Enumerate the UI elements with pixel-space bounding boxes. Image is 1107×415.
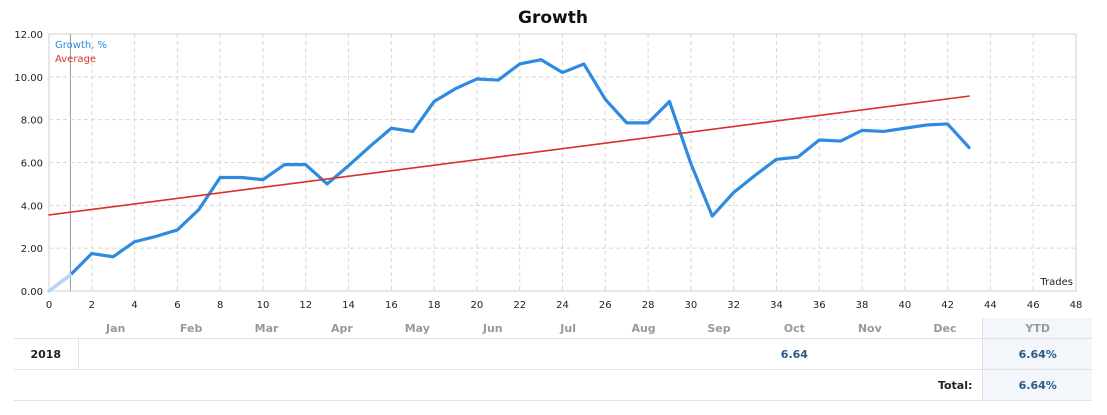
x-tick-label: 10 [257, 300, 270, 311]
month-value [304, 338, 380, 370]
month-header: Nov [857, 321, 882, 335]
month-value: 6.64 [756, 338, 833, 370]
month-header: May [404, 321, 430, 335]
total-label: Total: [14, 369, 983, 401]
x-tick-label: 46 [1027, 300, 1040, 311]
month-value [907, 338, 983, 370]
x-tick-label: 18 [428, 300, 441, 311]
x-tick-label: 44 [984, 300, 997, 311]
x-tick-label: 20 [471, 300, 484, 311]
x-tick-label: 34 [770, 300, 783, 311]
month-value [228, 338, 305, 370]
x-tick-label: 42 [941, 300, 954, 311]
growth-chart: Growth 0 2 4 6 8 10 12 14 16 18 20 22 24 26 28 30 32 34 36… [14, 8, 1082, 311]
legend-entry: Growth, % [55, 40, 107, 51]
y-tick-label: 2.00 [21, 244, 43, 255]
month-header: Oct [783, 321, 805, 335]
month-value [455, 338, 531, 370]
y-tick-label: 8.00 [21, 116, 43, 127]
monthly-returns-table: Jan Feb Mar Apr May Jun Jul Aug Sep Oct … [14, 318, 1092, 401]
x-tick-label: 30 [685, 300, 698, 311]
chart-legend: Growth, % Average [55, 40, 107, 65]
total-row: Total: 6.64% [14, 369, 1092, 401]
month-header: Mar [254, 321, 279, 335]
x-tick-label: 40 [898, 300, 911, 311]
month-value [379, 338, 456, 370]
x-tick-label: 26 [599, 300, 612, 311]
month-header: Apr [331, 321, 353, 335]
month-header: Jun [482, 321, 503, 335]
legend-entry: Average [55, 54, 96, 65]
x-tick-label: 28 [642, 300, 655, 311]
average-line [48, 95, 970, 216]
x-tick-label: 48 [1070, 300, 1083, 311]
total-value: 6.64% [982, 369, 1092, 401]
month-value [530, 338, 606, 370]
x-tick-label: 14 [342, 300, 355, 311]
chart-axes: 0 2 4 6 8 10 12 14 16 18 20 22 24 26 28 30 32 34 36 38 40 42 4… [14, 30, 1082, 311]
growth-line-start-segment [47, 273, 72, 293]
month-header: Dec [933, 321, 957, 335]
y-tick-label: 12.00 [14, 30, 43, 41]
month-value [832, 338, 908, 370]
chart-series [47, 58, 971, 293]
x-tick-label: 6 [174, 300, 180, 311]
x-tick-label: 24 [556, 300, 569, 311]
x-tick-label: 0 [46, 300, 52, 311]
month-value [681, 338, 757, 370]
month-value [153, 338, 229, 370]
month-header: Aug [631, 321, 656, 335]
x-tick-label: 38 [856, 300, 869, 311]
x-tick-label: 8 [217, 300, 223, 311]
x-axis-note: Trades [1039, 277, 1073, 288]
month-value [605, 338, 682, 370]
table-header-row: Jan Feb Mar Apr May Jun Jul Aug Sep Oct … [14, 318, 1092, 339]
y-tick-label: 6.00 [21, 159, 43, 170]
y-tick-label: 0.00 [21, 287, 43, 298]
y-tick-label: 4.00 [21, 201, 43, 212]
ytd-header: YTD [982, 318, 1092, 339]
month-header: Jan [106, 321, 126, 335]
x-tick-label: 12 [299, 300, 312, 311]
x-tick-label: 2 [89, 300, 95, 311]
month-header: Feb [179, 321, 203, 335]
x-tick-label: 32 [727, 300, 740, 311]
ytd-value: 6.64% [982, 338, 1092, 370]
x-tick-label: 16 [385, 300, 398, 311]
y-tick-label: 10.00 [14, 73, 43, 84]
month-header: Sep [707, 321, 731, 335]
table-row: 2018 6.64 6.64% [14, 338, 1092, 370]
month-value [78, 338, 154, 370]
month-header: Jul [560, 321, 576, 335]
x-tick-label: 4 [131, 300, 137, 311]
x-tick-label: 36 [813, 300, 826, 311]
growth-line [47, 58, 971, 293]
chart-title: Growth [518, 8, 588, 28]
year-label: 2018 [14, 338, 79, 370]
x-tick-label: 22 [513, 300, 526, 311]
